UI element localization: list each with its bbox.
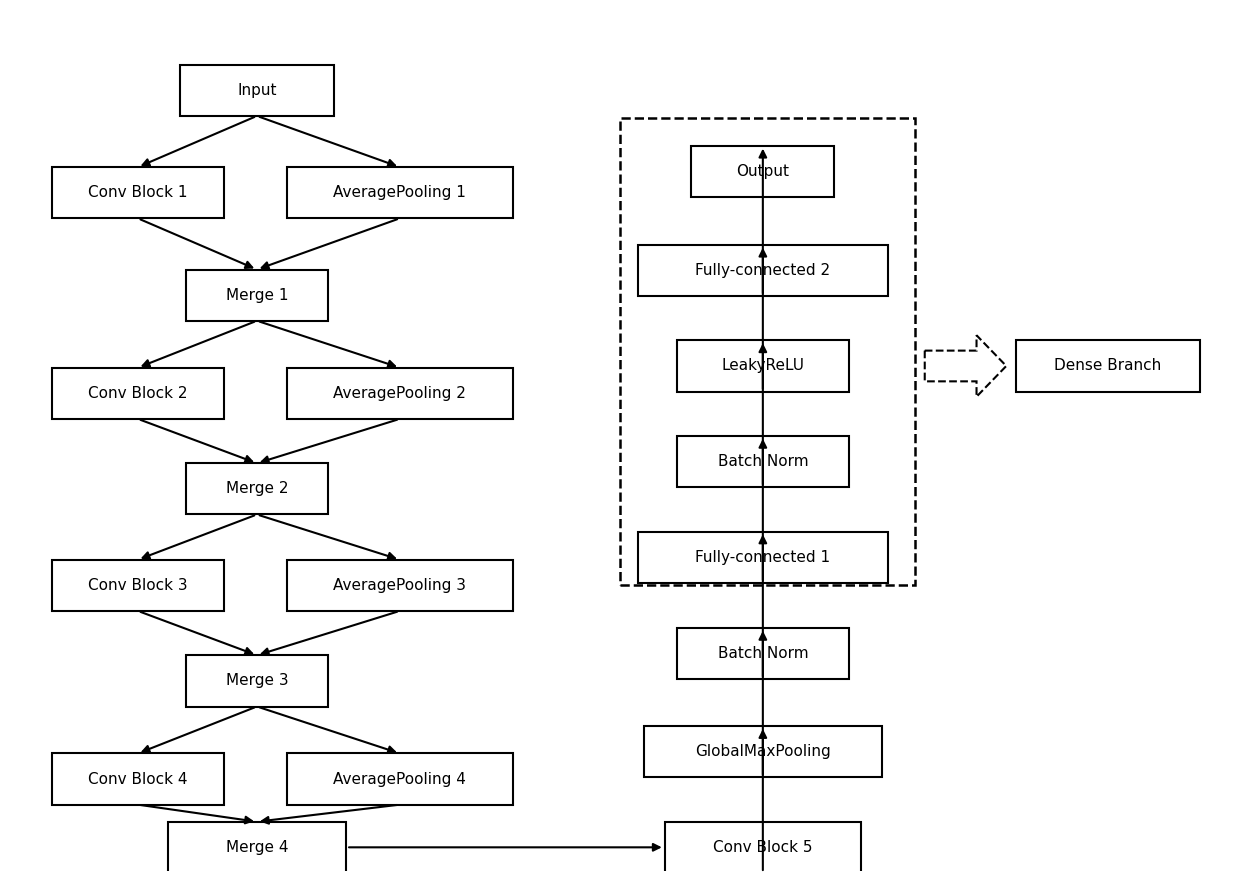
FancyBboxPatch shape (180, 65, 335, 116)
Text: Conv Block 3: Conv Block 3 (88, 578, 187, 593)
FancyBboxPatch shape (677, 340, 849, 391)
Text: Conv Block 2: Conv Block 2 (88, 386, 187, 401)
FancyBboxPatch shape (286, 560, 513, 611)
Text: Output: Output (737, 164, 790, 179)
FancyBboxPatch shape (1016, 340, 1200, 391)
FancyBboxPatch shape (52, 368, 224, 419)
FancyBboxPatch shape (637, 532, 888, 583)
Text: Merge 1: Merge 1 (226, 288, 288, 302)
Text: GlobalMaxPooling: GlobalMaxPooling (694, 744, 831, 759)
FancyBboxPatch shape (665, 821, 861, 873)
Text: Conv Block 1: Conv Block 1 (88, 185, 187, 200)
Text: AveragePooling 1: AveragePooling 1 (334, 185, 466, 200)
FancyBboxPatch shape (692, 146, 835, 197)
FancyBboxPatch shape (52, 560, 224, 611)
Text: Merge 2: Merge 2 (226, 481, 288, 496)
Polygon shape (925, 335, 1007, 396)
FancyBboxPatch shape (52, 754, 224, 805)
Text: AveragePooling 2: AveragePooling 2 (334, 386, 466, 401)
Text: Merge 3: Merge 3 (226, 673, 288, 688)
Text: AveragePooling 3: AveragePooling 3 (334, 578, 466, 593)
Text: Merge 4: Merge 4 (226, 840, 288, 855)
FancyBboxPatch shape (167, 821, 346, 873)
FancyBboxPatch shape (644, 726, 882, 777)
Text: Conv Block 4: Conv Block 4 (88, 772, 187, 787)
Text: Conv Block 5: Conv Block 5 (713, 840, 812, 855)
FancyBboxPatch shape (286, 167, 513, 219)
FancyBboxPatch shape (186, 655, 329, 707)
Text: LeakyReLU: LeakyReLU (722, 358, 805, 373)
FancyBboxPatch shape (677, 436, 849, 487)
FancyBboxPatch shape (52, 167, 224, 219)
FancyBboxPatch shape (186, 463, 329, 515)
Text: Input: Input (237, 83, 277, 98)
FancyBboxPatch shape (186, 269, 329, 321)
Text: Fully-connected 2: Fully-connected 2 (696, 263, 831, 278)
Text: Dense Branch: Dense Branch (1054, 358, 1162, 373)
Text: Fully-connected 1: Fully-connected 1 (696, 549, 831, 565)
FancyBboxPatch shape (286, 368, 513, 419)
Text: AveragePooling 4: AveragePooling 4 (334, 772, 466, 787)
FancyBboxPatch shape (637, 244, 888, 296)
FancyBboxPatch shape (286, 754, 513, 805)
Text: Batch Norm: Batch Norm (718, 646, 808, 661)
FancyBboxPatch shape (677, 628, 849, 679)
Text: Batch Norm: Batch Norm (718, 454, 808, 469)
